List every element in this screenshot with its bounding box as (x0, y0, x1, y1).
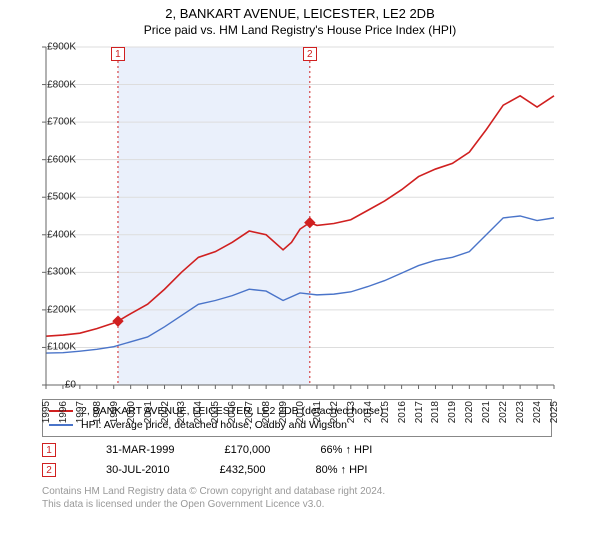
x-axis-label: 2000 (126, 401, 137, 423)
sale-badge-2: 2 (42, 463, 56, 477)
x-axis-label: 2017 (414, 401, 425, 423)
x-axis-label: 2024 (532, 401, 543, 423)
legend-swatch-hpi (49, 424, 73, 426)
x-axis-label: 2014 (363, 401, 374, 423)
x-axis-label: 2012 (329, 401, 340, 423)
x-axis-label: 2016 (397, 401, 408, 423)
chart-title: 2, BANKART AVENUE, LEICESTER, LE2 2DB (0, 0, 600, 21)
sale-hpi-1: 66% ↑ HPI (320, 444, 372, 456)
y-axis-label: £700K (47, 117, 76, 128)
x-axis-label: 2007 (244, 401, 255, 423)
x-axis-label: 2009 (278, 401, 289, 423)
x-axis-label: 2006 (227, 401, 238, 423)
x-axis-label: 2019 (447, 401, 458, 423)
sale-price-2: £432,500 (220, 464, 266, 476)
sale-price-1: £170,000 (224, 444, 270, 456)
footer-line1: Contains HM Land Registry data © Crown c… (42, 485, 600, 498)
x-axis-label: 2002 (160, 401, 171, 423)
x-axis-label: 2022 (498, 401, 509, 423)
x-axis-label: 2004 (193, 401, 204, 423)
x-axis-label: 2013 (346, 401, 357, 423)
line-chart-svg (40, 41, 560, 391)
y-axis-label: £900K (47, 42, 76, 53)
y-axis-label: £800K (47, 79, 76, 90)
x-axis-label: 1995 (41, 401, 52, 423)
y-axis-label: £400K (47, 229, 76, 240)
marker-label: 1 (111, 47, 125, 61)
x-axis-label: 2025 (549, 401, 560, 423)
x-axis-label: 2021 (481, 401, 492, 423)
x-axis-label: 2003 (176, 401, 187, 423)
footer-attribution: Contains HM Land Registry data © Crown c… (42, 485, 600, 511)
x-axis-label: 1999 (109, 401, 120, 423)
footer-line2: This data is licensed under the Open Gov… (42, 498, 600, 511)
y-axis-label: £200K (47, 304, 76, 315)
y-axis-label: £100K (47, 342, 76, 353)
sale-date-2: 30-JUL-2010 (106, 464, 170, 476)
x-axis-label: 2015 (380, 401, 391, 423)
chart-subtitle: Price paid vs. HM Land Registry's House … (0, 21, 600, 41)
x-axis-label: 2001 (143, 401, 154, 423)
sale-record-1: 1 31-MAR-1999 £170,000 66% ↑ HPI (42, 443, 600, 457)
x-axis-label: 1998 (92, 401, 103, 423)
x-axis-label: 1996 (58, 401, 69, 423)
sale-hpi-2: 80% ↑ HPI (315, 464, 367, 476)
x-axis-label: 2020 (464, 401, 475, 423)
x-axis-label: 2023 (515, 401, 526, 423)
y-axis-label: £600K (47, 154, 76, 165)
y-axis-label: £500K (47, 192, 76, 203)
sale-date-1: 31-MAR-1999 (106, 444, 174, 456)
x-axis-label: 1997 (75, 401, 86, 423)
x-axis-label: 2010 (295, 401, 306, 423)
sale-record-2: 2 30-JUL-2010 £432,500 80% ↑ HPI (42, 463, 600, 477)
marker-label: 2 (303, 47, 317, 61)
x-axis-label: 2018 (430, 401, 441, 423)
x-axis-label: 2011 (312, 401, 323, 423)
y-axis-label: £300K (47, 267, 76, 278)
chart-plot-area: £0 £100K £200K £300K £400K £500K £600K £700K £80… (40, 41, 600, 391)
x-axis-label: 2005 (210, 401, 221, 423)
sale-badge-1: 1 (42, 443, 56, 457)
x-axis-label: 2008 (261, 401, 272, 423)
y-axis-label: £0 (65, 380, 76, 391)
